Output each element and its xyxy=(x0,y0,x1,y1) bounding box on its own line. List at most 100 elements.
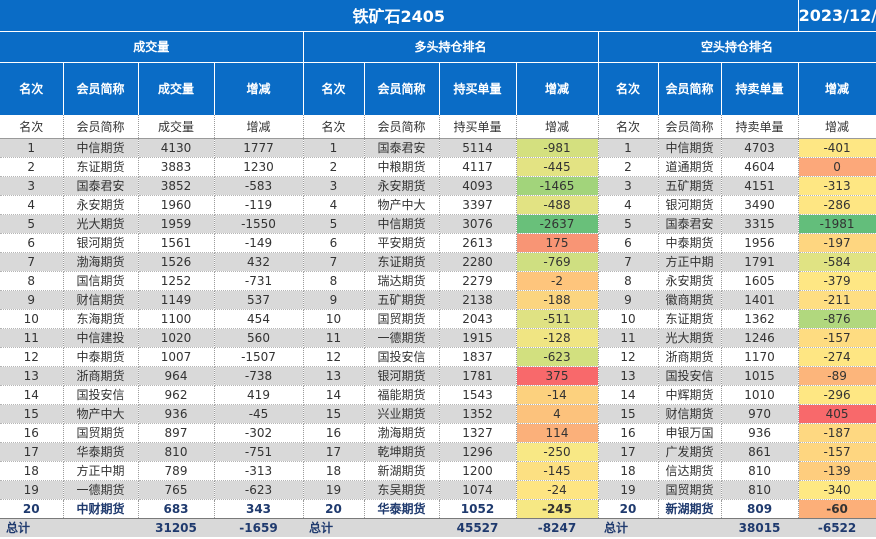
long-position-cell: 2279 xyxy=(439,271,517,291)
rank-cell: 13 xyxy=(303,366,365,386)
rank-cell: 2 xyxy=(303,157,365,177)
volume-cell: 1959 xyxy=(138,214,215,234)
short-change-cell: -60 xyxy=(798,499,876,519)
total-cell: -8247 xyxy=(516,517,598,537)
table-row: 19 一德期货 765 -623 19 东吴期货 1074 -24 19 国贸期货 810 -340 xyxy=(0,480,876,500)
short-change-cell: -157 xyxy=(798,328,876,348)
member-cell: 兴业期货 xyxy=(364,404,440,424)
rank-cell: 5 xyxy=(598,214,659,234)
sub-header: 成交量 xyxy=(138,115,215,139)
total-cell: 31205 xyxy=(138,517,214,537)
volume-cell: 3883 xyxy=(138,157,215,177)
rank-cell: 3 xyxy=(0,176,64,196)
short-change-cell: -197 xyxy=(798,233,876,253)
long-position-cell: 2043 xyxy=(439,309,517,329)
member-cell: 东证期货 xyxy=(364,252,440,272)
rank-cell: 16 xyxy=(598,423,659,443)
rank-cell: 4 xyxy=(598,195,659,215)
col-header: 持卖单量 xyxy=(721,61,799,115)
col-header: 成交量 xyxy=(138,61,215,115)
short-position-cell: 1246 xyxy=(721,328,799,348)
long-position-cell: 3076 xyxy=(439,214,517,234)
totals-row: 总计 31205 -1659 总计 45527 -8247 总计 38015 -6522 xyxy=(0,517,876,537)
total-cell xyxy=(63,517,138,537)
member-cell: 物产中大 xyxy=(63,404,139,424)
volume-change-cell: -119 xyxy=(214,195,304,215)
rank-cell: 5 xyxy=(303,214,365,234)
member-cell: 东证期货 xyxy=(658,309,722,329)
rank-cell: 14 xyxy=(303,385,365,405)
member-cell: 浙商期货 xyxy=(63,366,139,386)
rank-cell: 20 xyxy=(598,499,659,519)
member-cell: 一德期货 xyxy=(63,480,139,500)
long-position-cell: 4117 xyxy=(439,157,517,177)
rank-cell: 7 xyxy=(0,252,64,272)
member-cell: 浙商期货 xyxy=(658,347,722,367)
rank-cell: 2 xyxy=(0,157,64,177)
rank-cell: 15 xyxy=(598,404,659,424)
rank-cell: 3 xyxy=(303,176,365,196)
member-cell: 中泰期货 xyxy=(63,347,139,367)
rank-cell: 7 xyxy=(598,252,659,272)
col-header: 增减 xyxy=(798,61,876,115)
col-header: 名次 xyxy=(598,61,659,115)
rank-cell: 11 xyxy=(598,328,659,348)
volume-change-cell: -313 xyxy=(214,461,304,481)
short-position-cell: 4604 xyxy=(721,157,799,177)
volume-cell: 1007 xyxy=(138,347,215,367)
long-change-cell: -769 xyxy=(516,252,599,272)
member-cell: 东吴期货 xyxy=(364,480,440,500)
rank-cell: 19 xyxy=(598,480,659,500)
member-cell: 新湖期货 xyxy=(658,499,722,519)
member-cell: 道通期货 xyxy=(658,157,722,177)
volume-change-cell: -302 xyxy=(214,423,304,443)
volume-cell: 1100 xyxy=(138,309,215,329)
volume-cell: 1020 xyxy=(138,328,215,348)
member-cell: 中财期货 xyxy=(63,499,139,519)
rank-cell: 3 xyxy=(598,176,659,196)
table-row: 18 方正中期 789 -313 18 新湖期货 1200 -145 18 信达期货 810 -139 xyxy=(0,461,876,481)
member-cell: 国投安信 xyxy=(63,385,139,405)
title-row: 铁矿石2405 2023/12/27 xyxy=(0,0,876,31)
long-change-cell: -1465 xyxy=(516,176,599,196)
member-cell: 永安期货 xyxy=(63,195,139,215)
rank-cell: 11 xyxy=(303,328,365,348)
sub-header: 会员简称 xyxy=(63,115,139,139)
col-header: 名次 xyxy=(303,61,365,115)
long-change-cell: -2637 xyxy=(516,214,599,234)
volume-cell: 1526 xyxy=(138,252,215,272)
volume-cell: 3852 xyxy=(138,176,215,196)
col-header: 会员简称 xyxy=(63,61,139,115)
short-position-cell: 936 xyxy=(721,423,799,443)
member-cell: 财信期货 xyxy=(63,290,139,310)
sub-header: 名次 xyxy=(303,115,365,139)
group-volume: 成交量 xyxy=(0,30,304,62)
rank-cell: 11 xyxy=(0,328,64,348)
member-cell: 国泰君安 xyxy=(63,176,139,196)
long-change-cell: -488 xyxy=(516,195,599,215)
short-position-cell: 861 xyxy=(721,442,799,462)
table-row: 6 银河期货 1561 -149 6 平安期货 2613 175 6 中泰期货 1956 -197 xyxy=(0,233,876,253)
volume-cell: 1960 xyxy=(138,195,215,215)
member-cell: 五矿期货 xyxy=(364,290,440,310)
table-row: 12 中泰期货 1007 -1507 12 国投安信 1837 -623 12 浙商期货 1170-… xyxy=(0,347,876,367)
member-cell: 瑞达期货 xyxy=(364,271,440,291)
rank-cell: 13 xyxy=(0,366,64,386)
volume-change-cell: 454 xyxy=(214,309,304,329)
short-change-cell: -274 xyxy=(798,347,876,367)
member-cell: 国投安信 xyxy=(364,347,440,367)
long-position-cell: 5114 xyxy=(439,138,517,158)
short-position-cell: 3315 xyxy=(721,214,799,234)
member-cell: 五矿期货 xyxy=(658,176,722,196)
long-change-cell: -245 xyxy=(516,499,599,519)
total-label: 总计 xyxy=(303,517,364,537)
long-position-cell: 3397 xyxy=(439,195,517,215)
long-position-cell: 1074 xyxy=(439,480,517,500)
rank-cell: 2 xyxy=(598,157,659,177)
table-row: 2 东证期货 3883 1230 2 中粮期货 4117 -445 2 道通期货 4604 0 xyxy=(0,157,876,177)
long-change-cell: -128 xyxy=(516,328,599,348)
short-change-cell: -584 xyxy=(798,252,876,272)
rank-cell: 17 xyxy=(303,442,365,462)
member-cell: 国贸期货 xyxy=(658,480,722,500)
table-row: 15 物产中大 936 -45 15 兴业期货 1352 4 15 财信期货 970 405 xyxy=(0,404,876,424)
